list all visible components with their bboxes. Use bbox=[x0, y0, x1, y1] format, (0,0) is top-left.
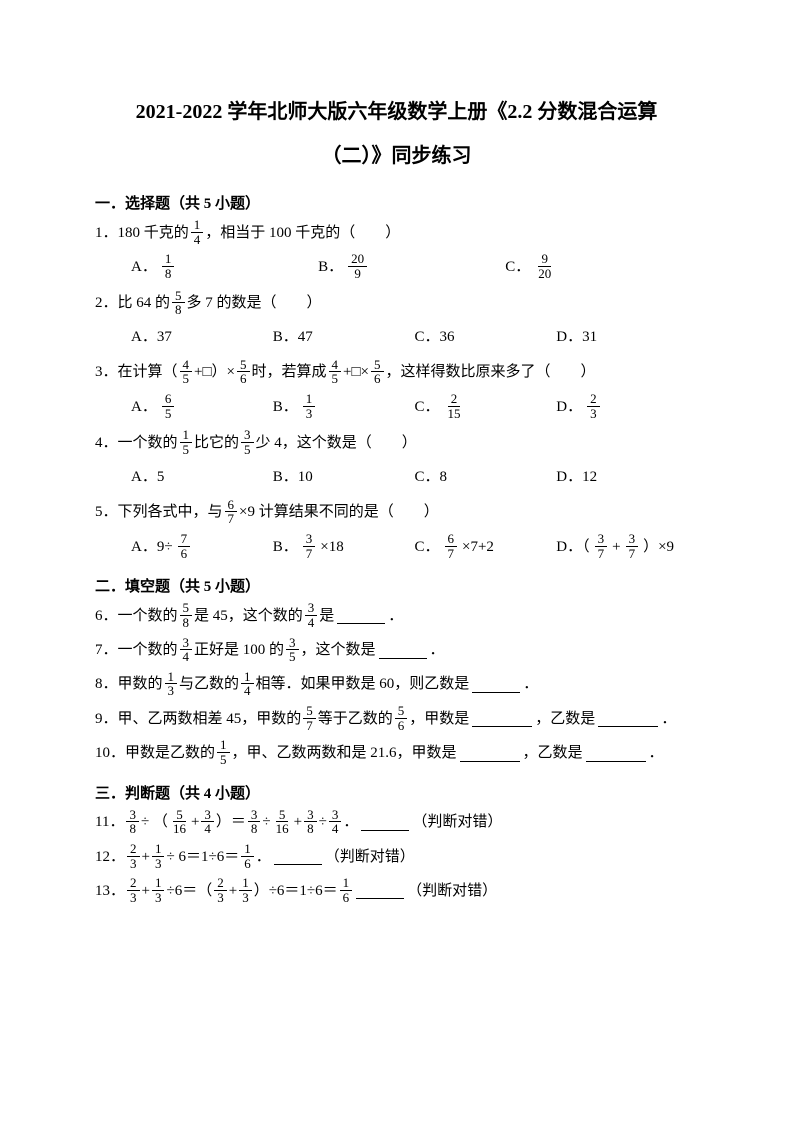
q4-opt-a[interactable]: A．5 bbox=[131, 464, 273, 491]
question-5: 5．下列各式中，与 67 ×9 计算结果不同的是（ ） bbox=[95, 499, 698, 527]
q5-opt-a[interactable]: A．9÷76 bbox=[131, 533, 273, 561]
q1-options: A．18 B．209 C．920 bbox=[95, 253, 698, 281]
q1-opt-b[interactable]: B．209 bbox=[318, 253, 505, 281]
q2-post: 多 7 的数是（ ） bbox=[187, 290, 322, 317]
question-2: 2．比 64 的 58 多 7 的数是（ ） bbox=[95, 290, 698, 318]
q12-blank[interactable] bbox=[274, 849, 322, 865]
q7-blank[interactable] bbox=[379, 643, 427, 659]
q2-opt-a[interactable]: A．37 bbox=[131, 324, 273, 351]
q2-opt-d[interactable]: D．31 bbox=[556, 324, 698, 351]
q1-opt-c[interactable]: C．920 bbox=[505, 253, 692, 281]
q3-opt-a[interactable]: A．65 bbox=[131, 393, 273, 421]
q9-blank-1[interactable] bbox=[472, 711, 532, 727]
section-3-heading: 三．判断题（共 4 小题） bbox=[95, 782, 698, 803]
q12-judge: （判断对错） bbox=[325, 844, 415, 871]
question-11: 11． 38 ÷ （ 516 + 34 ）＝ 38 ÷ 516 + 38 ÷ 3… bbox=[95, 809, 698, 837]
q11-judge: （判断对错） bbox=[412, 809, 502, 836]
question-13: 13． 23 + 13 ÷6＝（ 23 + 13 ）÷6＝1÷6＝ 16 （判断… bbox=[95, 877, 698, 905]
q1-opt-a[interactable]: A．18 bbox=[131, 253, 318, 281]
section-1-heading: 一．选择题（共 5 小题） bbox=[95, 192, 698, 213]
question-9: 9．甲、乙两数相差 45，甲数的 57 等于乙数的 56 ，甲数是 ，乙数是 ． bbox=[95, 705, 698, 733]
question-8: 8．甲数的 13 与乙数的 14 相等．如果甲数是 60，则乙数是 ． bbox=[95, 671, 698, 699]
q11-blank[interactable] bbox=[361, 815, 409, 831]
q5-pre: 5．下列各式中，与 bbox=[95, 499, 223, 526]
q4-options: A．5 B．10 C．8 D．12 bbox=[95, 464, 698, 491]
question-4: 4．一个数的 15 比它的 35 少 4，这个数是（ ） bbox=[95, 429, 698, 457]
q3-options: A．65 B．13 C．215 D．23 bbox=[95, 393, 698, 421]
frac-5-8: 58 bbox=[172, 289, 185, 317]
q4-opt-d[interactable]: D．12 bbox=[556, 464, 698, 491]
q3-opt-b[interactable]: B．13 bbox=[273, 393, 415, 421]
question-3: 3．在计算（ 45 +□）× 56 时，若算成 45 +□× 56 ，这样得数比… bbox=[95, 359, 698, 387]
q8-blank[interactable] bbox=[472, 677, 520, 693]
q5-post: ×9 计算结果不同的是（ ） bbox=[239, 499, 439, 526]
q4-pre: 4．一个数的 bbox=[95, 430, 178, 457]
q2-opt-c[interactable]: C．36 bbox=[415, 324, 557, 351]
q5-opt-d[interactable]: D．（37 + 37）×9 bbox=[556, 533, 698, 561]
q4-opt-c[interactable]: C．8 bbox=[415, 464, 557, 491]
q2-pre: 2．比 64 的 bbox=[95, 290, 170, 317]
q3-opt-c[interactable]: C．215 bbox=[415, 393, 557, 421]
q3-pre: 3．在计算（ bbox=[95, 359, 178, 386]
q3-mid3: +□× bbox=[343, 359, 369, 386]
question-1: 1．180 千克的 14 ，相当于 100 千克的（ ） bbox=[95, 219, 698, 247]
q3-post: ，这样得数比原来多了（ ） bbox=[386, 359, 596, 386]
q5-options: A．9÷76 B．37×18 C．67×7+2 D．（37 + 37）×9 bbox=[95, 533, 698, 561]
question-12: 12． 23 + 13 ÷ 6＝1÷6＝ 16 ． （判断对错） bbox=[95, 843, 698, 871]
q2-options: A．37 B．47 C．36 D．31 bbox=[95, 324, 698, 351]
q5-opt-b[interactable]: B．37×18 bbox=[273, 533, 415, 561]
page: 2021-2022 学年北师大版六年级数学上册《2.2 分数混合运算 （二）》同… bbox=[0, 0, 793, 1122]
title-line-1: 2021-2022 学年北师大版六年级数学上册《2.2 分数混合运算 bbox=[95, 90, 698, 134]
q10-blank-2[interactable] bbox=[586, 746, 646, 762]
question-6: 6．一个数的 58 是 45，这个数的 34 是 ． bbox=[95, 602, 698, 630]
q4-opt-b[interactable]: B．10 bbox=[273, 464, 415, 491]
q13-judge: （判断对错） bbox=[407, 878, 497, 905]
frac-1-4: 14 bbox=[191, 218, 204, 246]
q3-opt-d[interactable]: D．23 bbox=[556, 393, 698, 421]
question-10: 10．甲数是乙数的 15 ，甲、乙数两数和是 21.6，甲数是 ，乙数是 ． bbox=[95, 739, 698, 767]
q9-blank-2[interactable] bbox=[598, 711, 658, 727]
q1-pre: 1．180 千克的 bbox=[95, 220, 189, 247]
q2-opt-b[interactable]: B．47 bbox=[273, 324, 415, 351]
q1-post: ，相当于 100 千克的（ ） bbox=[205, 220, 400, 247]
q3-mid1: +□）× bbox=[194, 359, 235, 386]
q4-mid: 比它的 bbox=[194, 430, 239, 457]
question-7: 7．一个数的 34 正好是 100 的 35 ，这个数是 ． bbox=[95, 637, 698, 665]
q5-opt-c[interactable]: C．67×7+2 bbox=[415, 533, 557, 561]
q13-blank[interactable] bbox=[356, 883, 404, 899]
q3-mid2: 时，若算成 bbox=[252, 359, 327, 386]
title-line-2: （二）》同步练习 bbox=[95, 134, 698, 178]
q10-blank-1[interactable] bbox=[460, 746, 520, 762]
q4-post: 少 4，这个数是（ ） bbox=[256, 430, 417, 457]
section-2-heading: 二．填空题（共 5 小题） bbox=[95, 575, 698, 596]
q6-blank[interactable] bbox=[337, 608, 385, 624]
